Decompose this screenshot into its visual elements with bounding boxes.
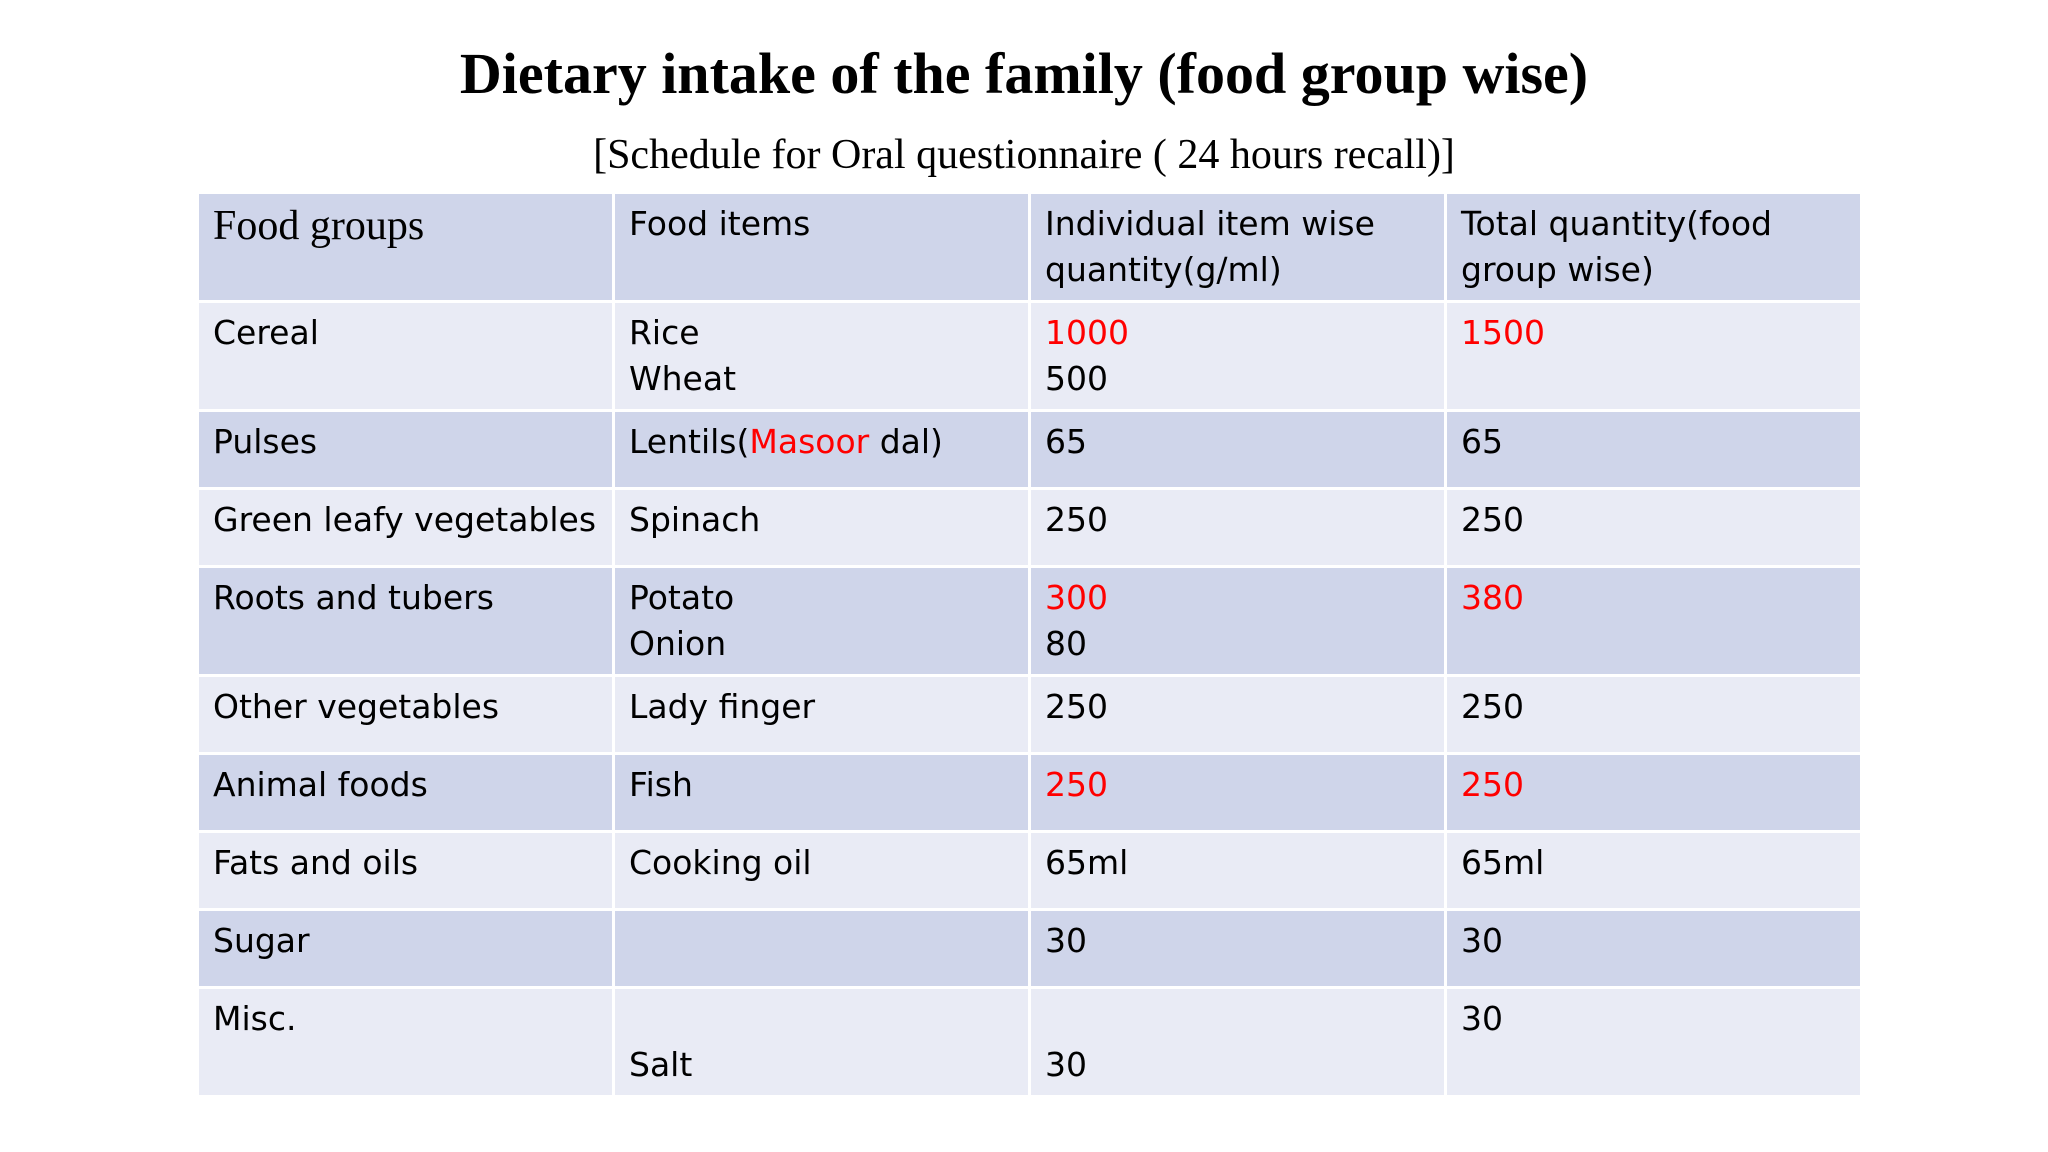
- cell-item-quantity: 300 80: [1028, 565, 1447, 677]
- cell-food-group: Roots and tubers: [196, 565, 615, 677]
- dietary-intake-table: Food groups Food items Individual item w…: [196, 191, 1863, 1098]
- cell-item-quantity: 65ml: [1028, 830, 1447, 911]
- cell-item-quantity: 65: [1028, 409, 1447, 490]
- header-item-quantity-line-2: quantity(g/ml): [1045, 250, 1282, 289]
- food-item-lentils-suffix: dal): [869, 422, 943, 461]
- quantity-rice: 1000: [1045, 313, 1129, 352]
- cell-food-items: Rice Wheat: [612, 300, 1031, 412]
- cell-spacer: [629, 996, 1014, 1042]
- table-row-animal-foods: Animal foods Fish 250 250: [196, 752, 1863, 833]
- table-row-roots-tubers: Roots and tubers Potato Onion 300 80 380: [196, 565, 1863, 677]
- slide-title: Dietary intake of the family (food group…: [459, 41, 1589, 106]
- cell-food-group: Misc.: [196, 986, 615, 1098]
- food-item-masoor: Masoor: [749, 422, 870, 461]
- quantity-onion: 80: [1045, 624, 1087, 663]
- cell-food-group: Green leafy vegetables: [196, 487, 615, 568]
- table-row-cereal: Cereal Rice Wheat 1000 500 1500: [196, 300, 1863, 412]
- slide-subtitle: [Schedule for Oral questionnaire ( 24 ho…: [593, 132, 1455, 178]
- table-row-green-leafy: Green leafy vegetables Spinach 250 250: [196, 487, 1863, 568]
- header-item-quantity-line-1: Individual item wise: [1045, 204, 1375, 243]
- table-row-pulses: Pulses Lentils(Masoor dal) 65 65: [196, 409, 1863, 490]
- cell-food-items: Potato Onion: [612, 565, 1031, 677]
- cell-item-quantity: 250: [1028, 487, 1447, 568]
- cell-total-quantity: 65ml: [1444, 830, 1863, 911]
- cell-total-quantity: 30: [1444, 908, 1863, 989]
- cell-item-quantity: 1000 500: [1028, 300, 1447, 412]
- header-food-items: Food items: [612, 191, 1031, 303]
- cell-item-quantity: 30: [1028, 908, 1447, 989]
- food-item-onion: Onion: [629, 624, 727, 663]
- cell-food-items: [612, 908, 1031, 989]
- cell-food-group: Pulses: [196, 409, 615, 490]
- cell-total-quantity: 380: [1444, 565, 1863, 677]
- cell-food-items: Lady finger: [612, 674, 1031, 755]
- cell-food-group: Other vegetables: [196, 674, 615, 755]
- food-item-potato: Potato: [629, 578, 735, 617]
- food-item-wheat: Wheat: [629, 359, 737, 398]
- header-food-groups: Food groups: [196, 191, 615, 303]
- table-row-fats-oils: Fats and oils Cooking oil 65ml 65ml: [196, 830, 1863, 911]
- cell-item-quantity: 30: [1028, 986, 1447, 1098]
- cell-food-group: Sugar: [196, 908, 615, 989]
- food-item-salt: Salt: [629, 1045, 693, 1084]
- table-row-other-vegetables: Other vegetables Lady finger 250 250: [196, 674, 1863, 755]
- cell-food-items: Spinach: [612, 487, 1031, 568]
- quantity-wheat: 500: [1045, 359, 1108, 398]
- cell-food-group: Fats and oils: [196, 830, 615, 911]
- quantity-potato: 300: [1045, 578, 1108, 617]
- header-item-quantity: Individual item wise quantity(g/ml): [1028, 191, 1447, 303]
- header-total-quantity: Total quantity(food group wise): [1444, 191, 1863, 303]
- cell-total-quantity: 1500: [1444, 300, 1863, 412]
- cell-food-group: Cereal: [196, 300, 615, 412]
- cell-food-items: Cooking oil: [612, 830, 1031, 911]
- header-total-quantity-line-1: Total quantity(food: [1461, 204, 1772, 243]
- quantity-salt: 30: [1045, 1045, 1087, 1084]
- cell-food-items: Fish: [612, 752, 1031, 833]
- cell-total-quantity: 250: [1444, 674, 1863, 755]
- cell-item-quantity: 250: [1028, 752, 1447, 833]
- cell-food-items: Lentils(Masoor dal): [612, 409, 1031, 490]
- table-row-sugar: Sugar 30 30: [196, 908, 1863, 989]
- cell-item-quantity: 250: [1028, 674, 1447, 755]
- header-total-quantity-line-2: group wise): [1461, 250, 1654, 289]
- table-header-row: Food groups Food items Individual item w…: [196, 191, 1863, 303]
- cell-spacer: [1045, 996, 1430, 1042]
- cell-total-quantity: 250: [1444, 752, 1863, 833]
- cell-food-items: Salt: [612, 986, 1031, 1098]
- cell-total-quantity: 250: [1444, 487, 1863, 568]
- food-item-rice: Rice: [629, 313, 700, 352]
- food-item-lentils-prefix: Lentils(: [629, 422, 750, 461]
- cell-total-quantity: 30: [1444, 986, 1863, 1098]
- cell-total-quantity: 65: [1444, 409, 1863, 490]
- table-row-misc: Misc. Salt 30 30: [196, 986, 1863, 1098]
- cell-food-group: Animal foods: [196, 752, 615, 833]
